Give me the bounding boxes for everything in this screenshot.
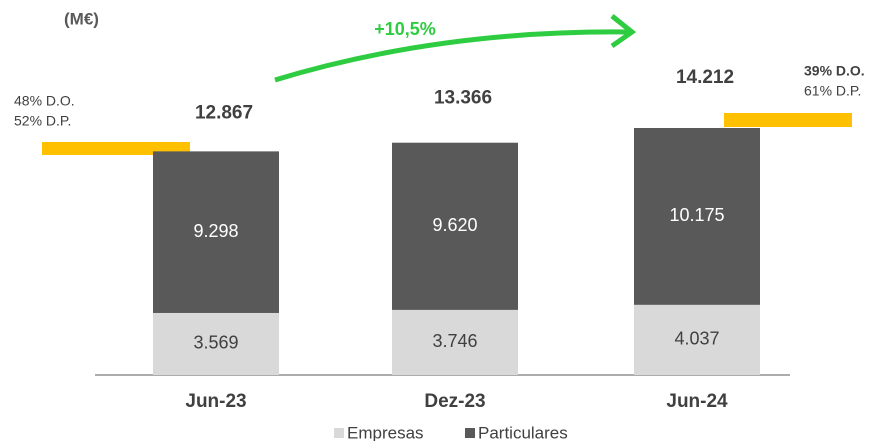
- left-note: 48% D.O.: [14, 93, 75, 109]
- growth-arrow: [274, 29, 629, 83]
- value-label: 9.620: [432, 215, 477, 235]
- legend-label: Empresas: [347, 423, 424, 441]
- note-bar: [724, 113, 852, 127]
- value-label: 9.298: [193, 221, 238, 241]
- right-note: 61% D.P.: [804, 83, 861, 99]
- x-tick-label: Dez-23: [424, 391, 485, 412]
- bar-segment: [634, 128, 760, 305]
- total-label: 12.867: [195, 102, 253, 123]
- bar-segment: [634, 304, 760, 375]
- left-note: 52% D.P.: [14, 113, 71, 129]
- legend-label: Particulares: [478, 423, 568, 441]
- unit-label: (M€): [64, 9, 99, 28]
- value-label: 10.175: [669, 205, 724, 225]
- value-label: 4.037: [674, 329, 719, 349]
- total-label: 13.366: [434, 88, 492, 109]
- legend-swatch: [334, 428, 344, 438]
- x-tick-label: Jun-24: [666, 391, 728, 412]
- legend-swatch: [465, 428, 475, 438]
- growth-arrowhead: [610, 14, 637, 49]
- value-label: 3.746: [432, 331, 477, 351]
- x-tick-label: Jun-23: [185, 391, 246, 412]
- bar-segment: [153, 151, 279, 313]
- value-label: 3.569: [193, 333, 238, 353]
- total-label: 14.212: [676, 67, 734, 88]
- right-note: 39% D.O.: [804, 63, 865, 79]
- bar-segment: [392, 142, 518, 310]
- bar-segment: [392, 309, 518, 375]
- bar-segment: [153, 312, 279, 375]
- growth-label: +10,5%: [374, 19, 436, 39]
